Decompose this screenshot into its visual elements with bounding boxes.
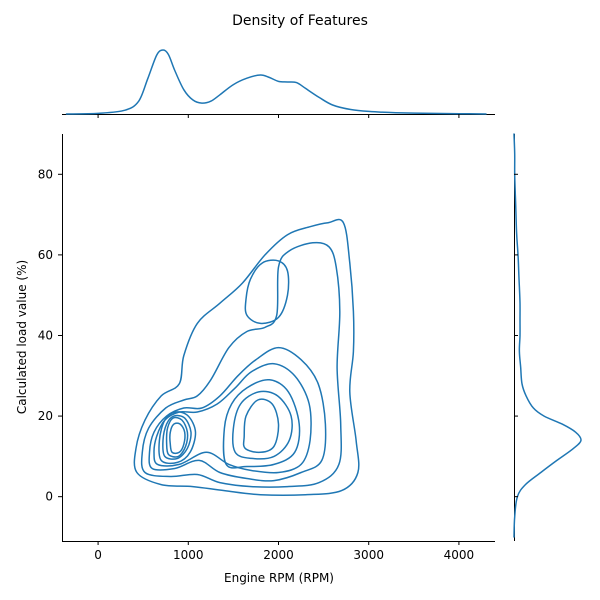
y-tick-label: 80 [38,167,53,181]
top-marginal-density-line [65,49,487,115]
y-tick-label: 0 [45,490,53,504]
kde-contour-6 [232,390,293,460]
x-axis-label: Engine RPM (RPM) [224,571,334,585]
x-tick-label: 4000 [444,548,475,562]
kde-contour-12 [244,259,290,325]
y-tick-label: 20 [38,409,53,423]
joint-plot: 0 1000 2000 3000 4000 0 20 40 60 80 Engine RPM (… [15,134,495,585]
kde-contour-8 [158,411,197,465]
top-marginal-ticks [97,114,460,118]
kde-contour-10 [165,416,189,458]
kde-contour-3 [148,346,327,482]
y-axis-ticks: 0 20 40 60 80 [38,167,62,504]
right-marginal-density-line [513,133,582,538]
kde-contour-1 [133,218,360,496]
x-axis-ticks: 0 1000 2000 3000 4000 [94,541,474,562]
y-axis-label: Calculated load value (%) [15,260,29,414]
kde-contour-9 [162,414,192,460]
y-tick-label: 60 [38,248,53,262]
top-marginal-plot [62,49,495,118]
right-marginal-plot [513,133,582,541]
chart-title: Density of Features [232,13,368,29]
right-marginal-ticks [514,173,518,498]
kde-contours [133,218,360,496]
y-tick-label: 40 [38,328,53,342]
x-tick-label: 0 [94,548,102,562]
kde-contour-2 [140,241,343,488]
x-tick-label: 3000 [353,548,384,562]
x-tick-label: 2000 [263,548,294,562]
kde-contour-5 [222,379,301,469]
kde-contour-11 [169,422,186,455]
x-tick-label: 1000 [173,548,204,562]
kde-contour-7 [242,398,280,454]
